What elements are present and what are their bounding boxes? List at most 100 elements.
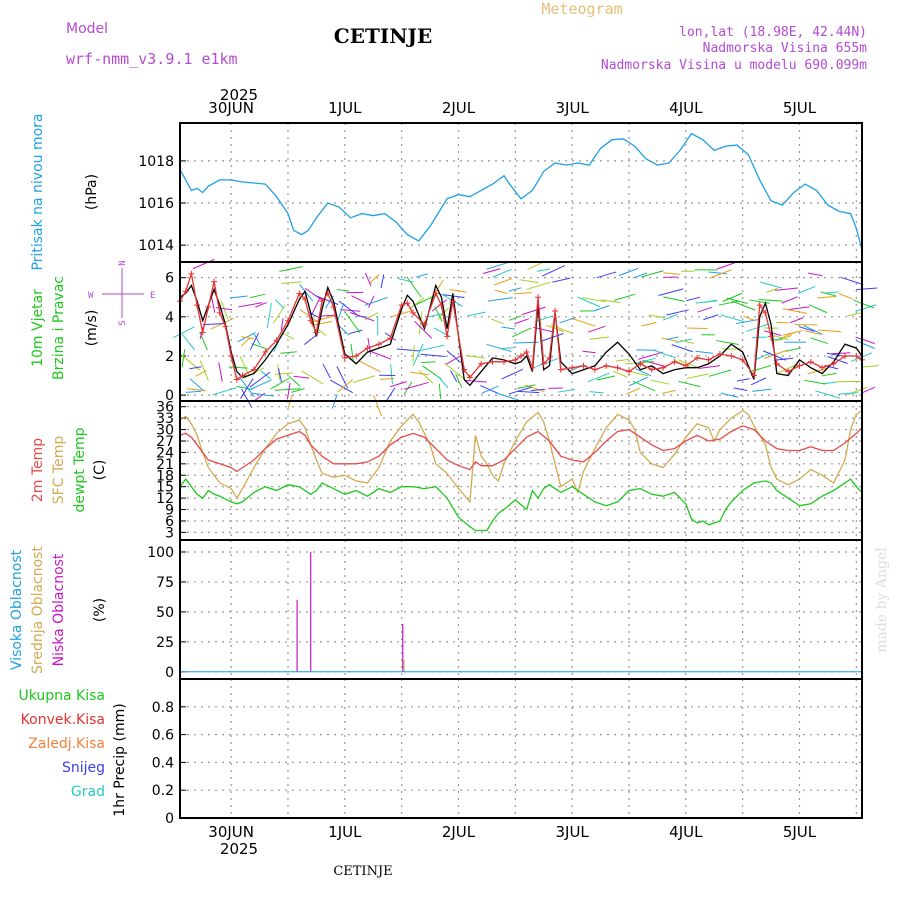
wind-arrow [815, 390, 841, 399]
gust-marker [387, 335, 394, 342]
wind-arrow [415, 273, 428, 278]
wind-arrow [662, 389, 676, 394]
wind-speed-line [179, 283, 863, 387]
wind-arrow [408, 297, 425, 310]
wind-arrow [251, 392, 274, 397]
wind-arrow [494, 289, 508, 294]
wind-arrow [816, 295, 837, 299]
wind-arrow [353, 375, 376, 383]
wind-arrow [286, 382, 291, 400]
wind-ytick-label: 6 [165, 271, 174, 287]
wind-arrow [629, 376, 648, 387]
gust-marker [552, 307, 559, 314]
wind-arrow [520, 279, 539, 284]
gust-marker [188, 270, 195, 277]
temperature-ytick-label: 21 [156, 457, 174, 473]
wind-arrow [336, 288, 350, 292]
bottom-day-label-4JUL: 4JUL [669, 823, 703, 841]
wind-arrow [274, 299, 285, 309]
gust-marker [637, 360, 644, 367]
temperature-ytick-label: 27 [156, 434, 174, 450]
wind-arrow [450, 370, 458, 383]
wind-arrow [299, 284, 314, 302]
wind-arrow [386, 387, 396, 401]
precip-panel: 0 0.2 0.4 0.6 0.8 [152, 678, 863, 827]
wind-arrow [726, 297, 748, 305]
temperature-t2m-line [179, 425, 863, 473]
gust-marker [853, 352, 860, 359]
wind-arrow [589, 336, 609, 340]
wind-arrow [220, 300, 229, 320]
precip-ytick-label: 0.2 [152, 783, 174, 799]
wind-arrow [536, 268, 551, 272]
gust-marker [341, 354, 348, 361]
wind-arrow [831, 352, 851, 355]
wind-arrow [270, 377, 290, 390]
gust-marker [540, 360, 547, 367]
footer-station: CETINJE [333, 864, 392, 879]
wind-arrow [494, 392, 519, 401]
elevation-text: Nadmorska Visina 655m [703, 41, 868, 56]
wind-arrow [782, 308, 808, 314]
wind-arrow [703, 314, 719, 321]
wind-arrow [418, 311, 423, 334]
temp-sfc-title: SFC Temp [51, 436, 67, 505]
temperature-ytick-label: 3 [165, 525, 174, 541]
gust-marker [580, 362, 587, 369]
wind-arrow [709, 269, 732, 279]
gust-marker [557, 366, 564, 373]
wind-arrow [311, 297, 321, 315]
gust-marker [591, 366, 598, 373]
gust-marker [705, 356, 712, 363]
wind-arrow [406, 276, 422, 298]
model-label: Model [66, 21, 108, 37]
wind-arrow [358, 360, 381, 373]
wind-ytick-label: 0 [165, 388, 174, 404]
wind-arrow [530, 388, 546, 392]
wind-arrow [593, 305, 610, 312]
wind-arrow [351, 295, 371, 306]
wind-arrow [240, 337, 251, 347]
cloud-ytick-label: 75 [156, 575, 174, 591]
gust-marker [398, 302, 405, 309]
precip-legend: Ukupna Kisa Konvek.Kisa Zaledj.Kisa Snijeg G… [18, 688, 105, 800]
wind-arrow [716, 340, 739, 346]
gust-marker [421, 321, 428, 328]
temperature-ytick-label: 33 [156, 411, 174, 427]
cloud-mid-title: Srednja Oblacnost [30, 546, 46, 674]
wind-arrow [708, 271, 728, 275]
temperature-ytick-label: 30 [156, 423, 174, 439]
compass-e: E [150, 291, 155, 301]
wind-arrow [218, 362, 223, 382]
precip-legend-item: Snijeg [62, 760, 105, 776]
top-day-labels: 30JUN 1JUL 2JUL 3JUL 4JUL 5JUL [208, 99, 816, 117]
wind-arrow [277, 368, 282, 383]
gust-marker [603, 362, 610, 369]
wind-arrow [827, 356, 848, 364]
wind-arrow [195, 370, 207, 377]
wind-arrow [486, 262, 508, 270]
gust-marker [194, 302, 201, 309]
cloud-ytick-label: 0 [165, 665, 174, 681]
gust-marker [438, 302, 445, 309]
wind-arrow [419, 344, 445, 352]
wind-arrow [661, 337, 678, 342]
wind-arrow [444, 362, 465, 380]
wind-arrow [274, 388, 301, 391]
gust-marker [449, 298, 456, 305]
gust-marker [830, 360, 837, 367]
wind-arrow [181, 349, 186, 368]
precip-frame [179, 678, 863, 819]
wind-arrow [249, 293, 266, 299]
gust-marker [569, 364, 576, 371]
wind-arrow [779, 334, 793, 341]
wind-arrow [240, 378, 254, 399]
wind-arrow [274, 372, 293, 375]
wind-arrow [776, 363, 799, 375]
cloud-ytick-label: 100 [147, 545, 174, 561]
credit-text: made by Angel [874, 547, 890, 653]
wind-arrow [698, 365, 721, 370]
wind-arrow [186, 388, 206, 392]
wind-arrow [412, 343, 424, 366]
bottom-day-label-5JUL: 5JUL [783, 823, 817, 841]
